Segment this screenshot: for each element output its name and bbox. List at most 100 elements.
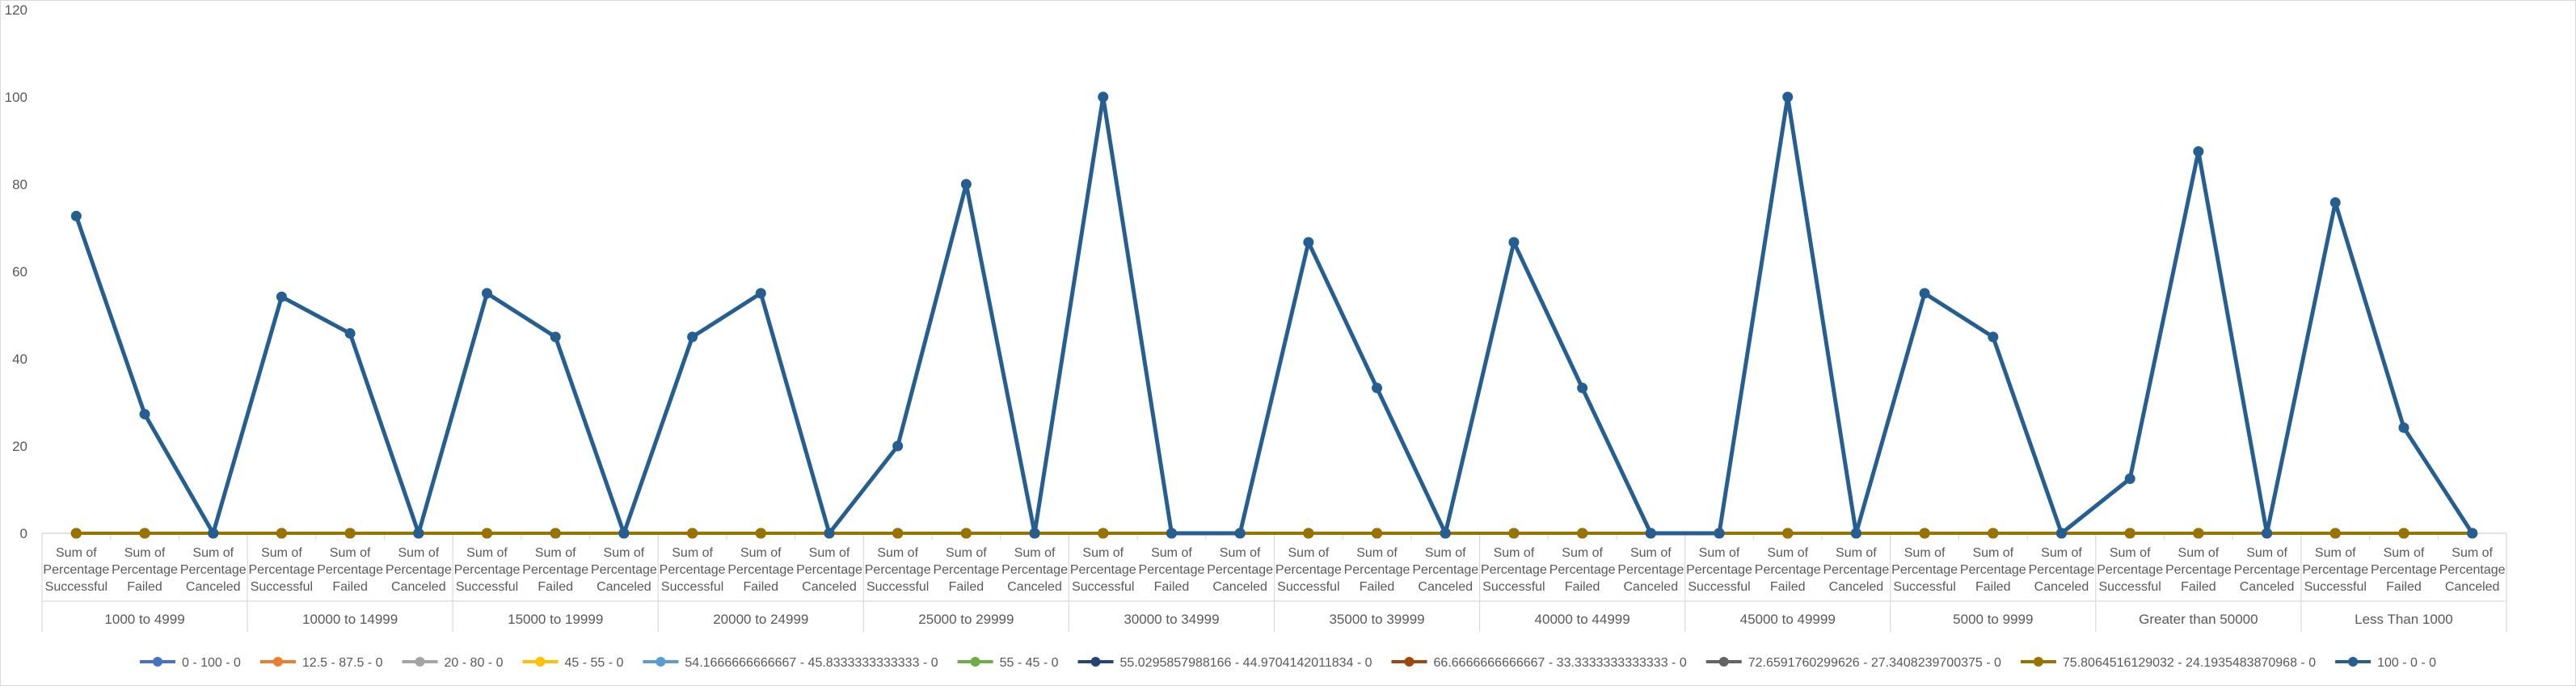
group-label: 1000 to 4999 [104,612,184,627]
x-tick-label: Percentage [1412,563,1478,577]
legend-marker [152,657,162,667]
x-tick-label: Canceled [2240,580,2295,594]
group-label: 25000 to 29999 [918,612,1014,627]
y-tick-label: 0 [20,526,27,541]
x-tick-label: Percentage [1549,563,1616,577]
data-point [1303,528,1314,539]
data-point [1988,331,1999,343]
group-label: 40000 to 44999 [1535,612,1630,627]
data-point [960,179,972,190]
x-tick-label: Percentage [1960,563,2026,577]
data-point [276,291,287,302]
legend-marker [656,657,666,667]
x-tick-label: Percentage [933,563,999,577]
x-tick-label: Failed [2386,580,2422,594]
data-point [2124,528,2135,539]
x-tick-label: Canceled [1007,580,1062,594]
x-tick-label: Canceled [2445,580,2500,594]
data-point [892,528,904,539]
y-tick-label: 60 [12,264,27,280]
legend-label: 100 - 0 - 0 [2377,656,2436,670]
x-tick-label: Canceled [597,580,651,594]
group-label: 45000 to 49999 [1740,612,1836,627]
x-tick-label: Failed [538,580,573,594]
legend-label: 66.6666666666667 - 33.3333333333333 - 0 [1434,656,1687,670]
group-label: 10000 to 14999 [302,612,398,627]
x-tick-label: Successful [45,580,108,594]
group-label: 35000 to 39999 [1329,612,1424,627]
x-tick-label: Successful [661,580,723,594]
x-tick-label: Percentage [1070,563,1136,577]
data-point [1098,91,1109,103]
data-point [755,528,766,539]
x-tick-label: Sum of [1220,546,1261,560]
x-tick-label: Failed [1154,580,1190,594]
x-tick-label: Successful [2098,580,2161,594]
x-tick-label: Sum of [1904,546,1946,560]
data-point [2329,197,2341,208]
x-tick-label: Canceled [1624,580,1679,594]
x-tick-label: Percentage [522,563,588,577]
x-tick-label: Percentage [1823,563,1889,577]
x-tick-label: Percentage [2439,563,2506,577]
x-tick-label: Sum of [1151,546,1192,560]
data-point [1372,382,1383,393]
data-point [2467,528,2478,539]
data-point [2398,528,2409,539]
legend-label: 55 - 45 - 0 [1000,656,1059,670]
x-tick-label: Canceled [1418,580,1473,594]
x-tick-label: Failed [1360,580,1395,594]
data-point [70,210,82,221]
x-tick-label: Percentage [1891,563,1958,577]
x-tick-label: Successful [1277,580,1339,594]
legend-label: 0 - 100 - 0 [182,656,241,670]
legend-label: 12.5 - 87.5 - 0 [302,656,383,670]
legend-label: 45 - 55 - 0 [564,656,623,670]
legend-label: 72.6591760299626 - 27.3408239700375 - 0 [1748,656,2001,670]
data-point [1782,91,1794,103]
x-tick-label: Percentage [1755,563,1821,577]
x-tick-label: Sum of [740,546,782,560]
data-point [1988,528,1999,539]
data-point [824,528,835,539]
x-tick-label: Percentage [1207,563,1273,577]
data-point [2055,528,2067,539]
data-point [2124,473,2135,484]
x-tick-label: Sum of [1356,546,1398,560]
x-tick-label: Percentage [865,563,931,577]
x-tick-label: Percentage [2302,563,2368,577]
data-point [618,528,630,539]
legend-marker [970,657,980,667]
data-point [139,409,150,420]
data-point [1234,528,1246,539]
x-tick-label: Percentage [1686,563,1752,577]
legend-marker [535,657,546,667]
x-tick-label: Sum of [2178,546,2220,560]
group-label: Greater than 50000 [2139,612,2258,627]
y-tick-label: 20 [12,439,27,454]
x-tick-label: Successful [251,580,313,594]
x-tick-label: Percentage [249,563,315,577]
x-tick-label: Failed [127,580,162,594]
x-tick-label: Canceled [186,580,241,594]
data-point [344,328,356,339]
x-tick-label: Successful [866,580,929,594]
x-tick-label: Failed [1565,580,1600,594]
x-tick-label: Sum of [877,546,918,560]
x-tick-label: Percentage [454,563,521,577]
data-point [1850,528,1861,539]
legend-marker [1718,657,1729,667]
x-tick-label: Sum of [1630,546,1672,560]
data-point [1508,528,1520,539]
x-tick-label: Sum of [192,546,234,560]
data-point [482,528,493,539]
x-tick-label: Percentage [727,563,794,577]
x-tick-label: Percentage [317,563,383,577]
x-tick-label: Successful [1482,580,1545,594]
legend-label: 54.1666666666667 - 45.8333333333333 - 0 [685,656,938,670]
data-point [687,528,698,539]
x-tick-label: Percentage [796,563,862,577]
x-tick-label: Percentage [112,563,178,577]
x-tick-label: Sum of [261,546,302,560]
